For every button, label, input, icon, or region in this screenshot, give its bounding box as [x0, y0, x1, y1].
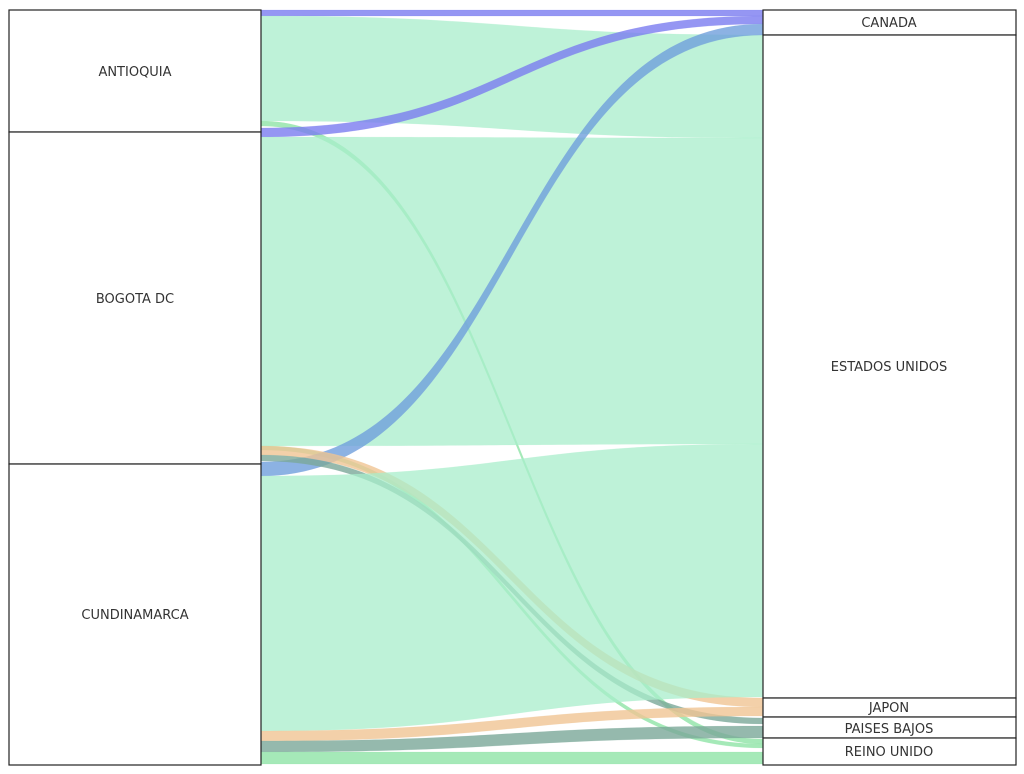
node-label-canada: CANADA — [861, 16, 916, 31]
node-label-estados-unidos: ESTADOS UNIDOS — [831, 360, 948, 375]
flow-bogota-estados-unidos[interactable] — [260, 136, 764, 447]
flow-layer — [260, 9, 764, 765]
source-nodes: ANTIOQUIA BOGOTA DC CUNDINAMARCA — [8, 9, 262, 766]
node-label-antioquia: ANTIOQUIA — [98, 65, 171, 80]
node-estados-unidos[interactable]: ESTADOS UNIDOS — [762, 34, 1017, 699]
node-label-reino-unido: REINO UNIDO — [845, 745, 934, 760]
flow-cundinamarca-reino-unido[interactable] — [260, 751, 764, 765]
node-label-japon: JAPON — [868, 701, 909, 716]
node-reino-unido[interactable]: REINO UNIDO — [762, 737, 1017, 766]
node-label-cundinamarca: CUNDINAMARCA — [81, 608, 188, 623]
node-bogota[interactable]: BOGOTA DC — [8, 131, 262, 465]
flow-cundinamarca-estados-unidos[interactable] — [260, 443, 764, 732]
node-canada[interactable]: CANADA — [762, 9, 1017, 36]
target-nodes: CANADA ESTADOS UNIDOS JAPON PAISES BAJOS… — [762, 9, 1017, 766]
node-paises-bajos[interactable]: PAISES BAJOS — [762, 716, 1017, 739]
node-antioquia[interactable]: ANTIOQUIA — [8, 9, 262, 133]
node-cundinamarca[interactable]: CUNDINAMARCA — [8, 463, 262, 766]
flow-antioquia-canada[interactable] — [260, 9, 764, 17]
node-label-bogota: BOGOTA DC — [96, 292, 174, 307]
node-japon[interactable]: JAPON — [762, 697, 1017, 718]
node-label-paises-bajos: PAISES BAJOS — [845, 722, 934, 737]
